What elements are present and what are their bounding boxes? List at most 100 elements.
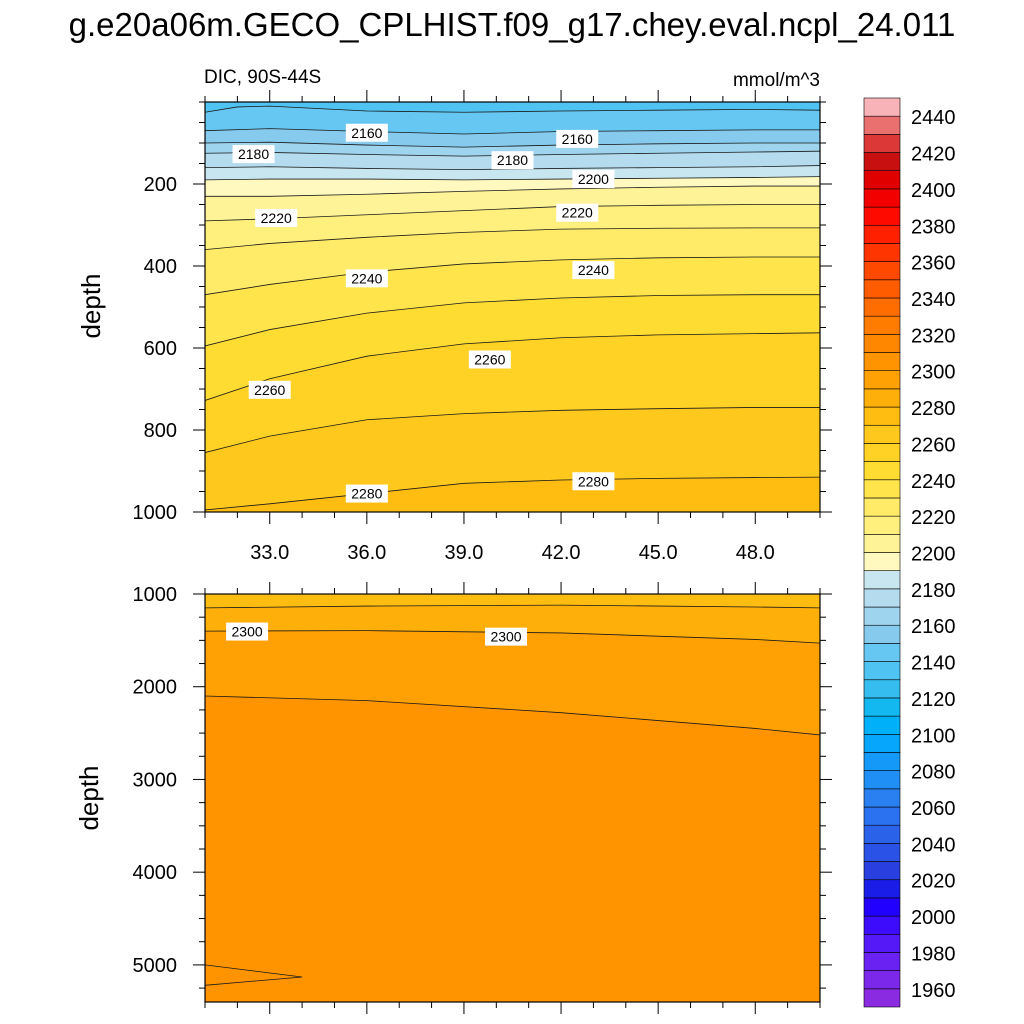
colorbar-swatch [863,279,901,299]
colorbar-tick-label: 2360 [911,253,956,275]
contour-line [205,185,820,197]
colorbar-swatch [863,134,901,153]
contour-label-text: 2260 [254,382,285,398]
colorbar-tick-label: 2240 [911,471,956,493]
colorbar-swatch [863,479,901,499]
colorbar-swatch [863,952,901,971]
contour-fill [205,477,820,512]
panel-lower: 2300 2300 1000 2000 3000 4000 5000 [133,582,832,1014]
colorbar-swatch [863,679,901,699]
colorbar-swatch [863,388,901,408]
colorbar-swatch [863,297,901,317]
colorbar-tick-label: 2080 [911,762,956,784]
colorbar-tick-label: 2380 [911,216,956,238]
colorbar-swatch [863,406,901,426]
colorbar-swatch [863,515,901,535]
x-tick-label: 42.0 [542,542,581,564]
contour-label-text: 2180 [497,152,528,168]
colorbar-swatch [863,788,901,808]
colorbar-tick-label: 2000 [911,907,956,929]
contour-line [205,332,820,401]
colorbar-tick-label: 2220 [911,507,956,529]
colorbar-swatch [863,970,901,990]
contour-line [205,964,303,986]
colorbar-swatch [863,424,901,444]
colorbar-swatch [863,115,901,135]
variable-label: DIC, 90S-44S [204,67,321,88]
colorbar: 1960 1980 2000 2020 2040 2060 2080 2100 2120 2140… [863,97,956,1008]
colorbar-tick-label: 2320 [911,325,956,347]
colorbar-swatch [863,752,901,771]
contour-line [205,407,820,453]
colorbar-swatch [863,733,901,753]
colorbar-swatch [863,715,901,735]
colorbar-swatch [863,97,901,117]
y-tick-label: 5000 [133,955,178,977]
colorbar-swatch [863,497,901,517]
contour-line [205,227,820,250]
contour-label: 2280 [572,472,615,491]
contour-label-text: 2300 [232,624,263,640]
colorbar-tick-label: 2120 [911,689,956,711]
contour-label-text: 2180 [238,146,269,162]
colorbar-tick-label: 2420 [911,144,956,166]
colorbar-swatch [863,224,901,244]
colorbar-swatch [863,352,901,371]
colorbar-swatch [863,261,901,281]
colorbar-swatch [863,534,901,553]
colorbar-swatch [863,624,901,644]
figure-title: g.e20a06m.GECO_CPLHIST.f09_g17.chey.eval… [68,6,956,43]
colorbar-tick-label: 2100 [911,725,956,747]
plot-frame [204,593,821,1003]
contour-label: 2180 [232,145,275,164]
contour-line [205,128,820,135]
colorbar-swatch [863,570,901,590]
colorbar-swatch [863,843,901,862]
y-tick-label: 800 [144,420,177,442]
contour-label: 2180 [491,151,534,170]
x-tick-label: 39.0 [444,542,483,564]
colorbar-swatch [863,170,901,190]
colorbar-tick-label: 2140 [911,653,956,675]
colorbar-tick-label: 1960 [911,980,956,1002]
colorbar-swatch [863,824,901,844]
contour-label-text: 2240 [351,270,382,286]
contour-label: 2220 [556,203,599,222]
contour-label: 2260 [248,380,291,399]
colorbar-swatch [863,861,901,881]
contour-label-text: 2220 [261,210,292,226]
colorbar-tick-label: 2260 [911,434,956,456]
colorbar-swatch [863,879,901,899]
colorbar-swatch [863,443,901,462]
colorbar-swatch [863,152,901,172]
colorbar-swatch [863,770,901,790]
contour-label: 2160 [556,129,599,148]
colorbar-swatch [863,588,901,608]
contour-label: 2240 [572,261,615,280]
panel-upper: 2160 2160 2180 2180 2200 2220 2220 2240 2240 2260… [133,90,832,564]
x-tick-label: 48.0 [736,542,775,564]
contour-line [205,141,820,148]
contour-fill [205,696,820,1002]
colorbar-swatch [863,243,901,262]
x-tick-label: 45.0 [639,542,678,564]
y-tick-label: 200 [144,174,177,196]
colorbar-swatch [863,933,901,953]
colorbar-tick-label: 2060 [911,798,956,820]
contour-label-text: 2220 [562,205,593,221]
y-axis-label-upper: depth [76,273,106,338]
contour-label-text: 2200 [578,171,609,187]
colorbar-swatch [863,334,901,353]
contour-line [205,604,820,609]
contour-line [205,294,820,347]
colorbar-tick-label: 1980 [911,943,956,965]
colorbar-swatch [863,697,901,717]
y-tick-label: 1000 [133,502,178,524]
y-tick-label: 1000 [133,584,178,606]
contour-label: 2280 [345,484,388,503]
colorbar-swatch [863,461,901,481]
colorbar-swatch [863,988,901,1008]
colorbar-swatch [863,206,901,226]
colorbar-tick-label: 2340 [911,289,956,311]
